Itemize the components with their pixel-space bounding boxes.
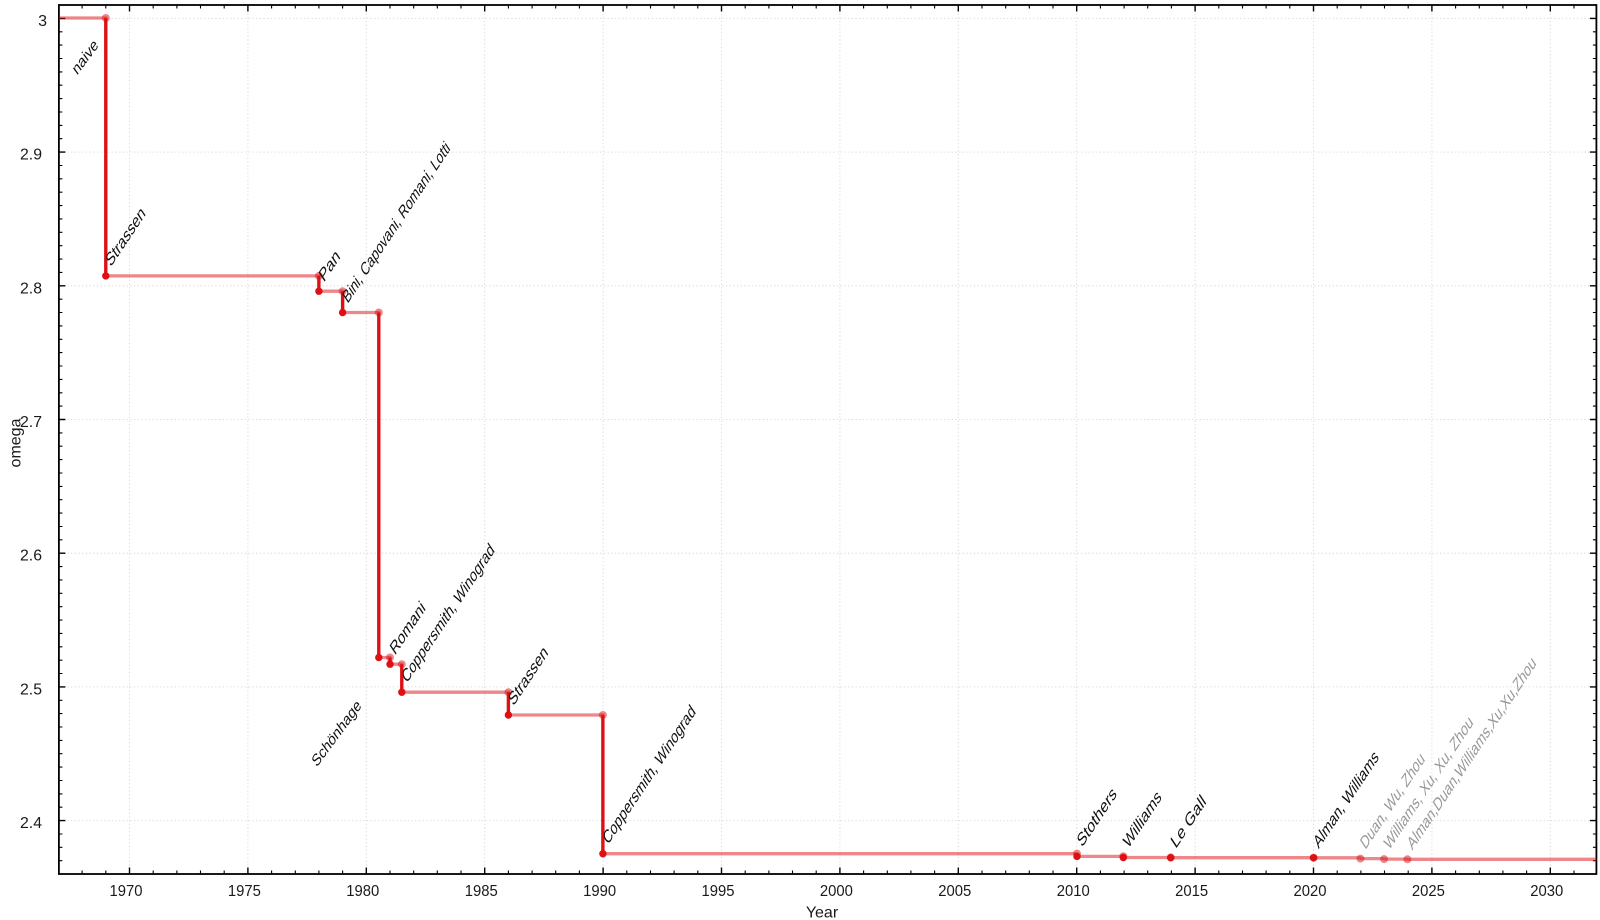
svg-text:omega: omega	[8, 418, 25, 467]
svg-text:2.5: 2.5	[20, 681, 42, 698]
svg-text:2030: 2030	[1530, 883, 1563, 900]
svg-text:2010: 2010	[1057, 883, 1090, 900]
svg-text:2.7: 2.7	[20, 414, 42, 431]
svg-text:Year: Year	[806, 905, 839, 920]
svg-text:2.9: 2.9	[20, 147, 42, 164]
svg-text:1985: 1985	[465, 883, 498, 900]
svg-text:1970: 1970	[110, 883, 143, 900]
svg-text:2025: 2025	[1412, 883, 1445, 900]
svg-text:2020: 2020	[1294, 883, 1327, 900]
svg-text:1975: 1975	[228, 883, 261, 900]
svg-text:1980: 1980	[346, 883, 379, 900]
svg-text:2.6: 2.6	[20, 548, 42, 565]
svg-text:2000: 2000	[820, 883, 853, 900]
svg-text:1995: 1995	[702, 883, 735, 900]
svg-text:1990: 1990	[583, 883, 616, 900]
svg-text:3: 3	[38, 13, 47, 30]
svg-text:2015: 2015	[1175, 883, 1208, 900]
svg-text:2.4: 2.4	[20, 815, 42, 832]
svg-text:2005: 2005	[938, 883, 971, 900]
svg-text:2.8: 2.8	[20, 280, 42, 297]
